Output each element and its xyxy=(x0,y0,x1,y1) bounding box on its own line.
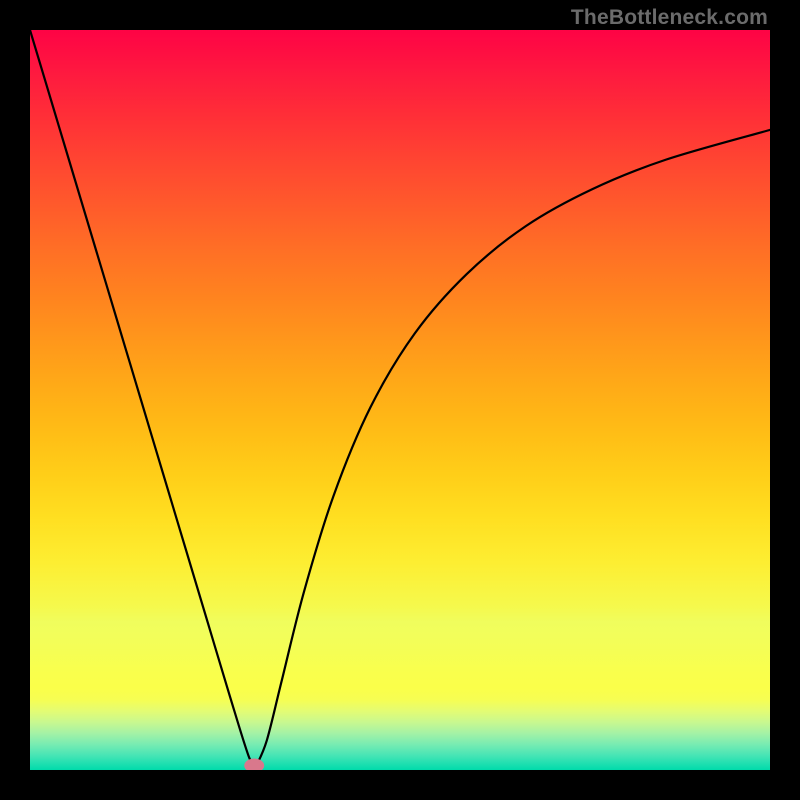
plot-area xyxy=(30,30,770,770)
watermark-text: TheBottleneck.com xyxy=(571,6,768,30)
minimum-marker xyxy=(244,759,264,770)
curve-layer xyxy=(30,30,770,770)
bottleneck-curve xyxy=(30,30,770,767)
chart-frame: TheBottleneck.com xyxy=(0,0,800,800)
